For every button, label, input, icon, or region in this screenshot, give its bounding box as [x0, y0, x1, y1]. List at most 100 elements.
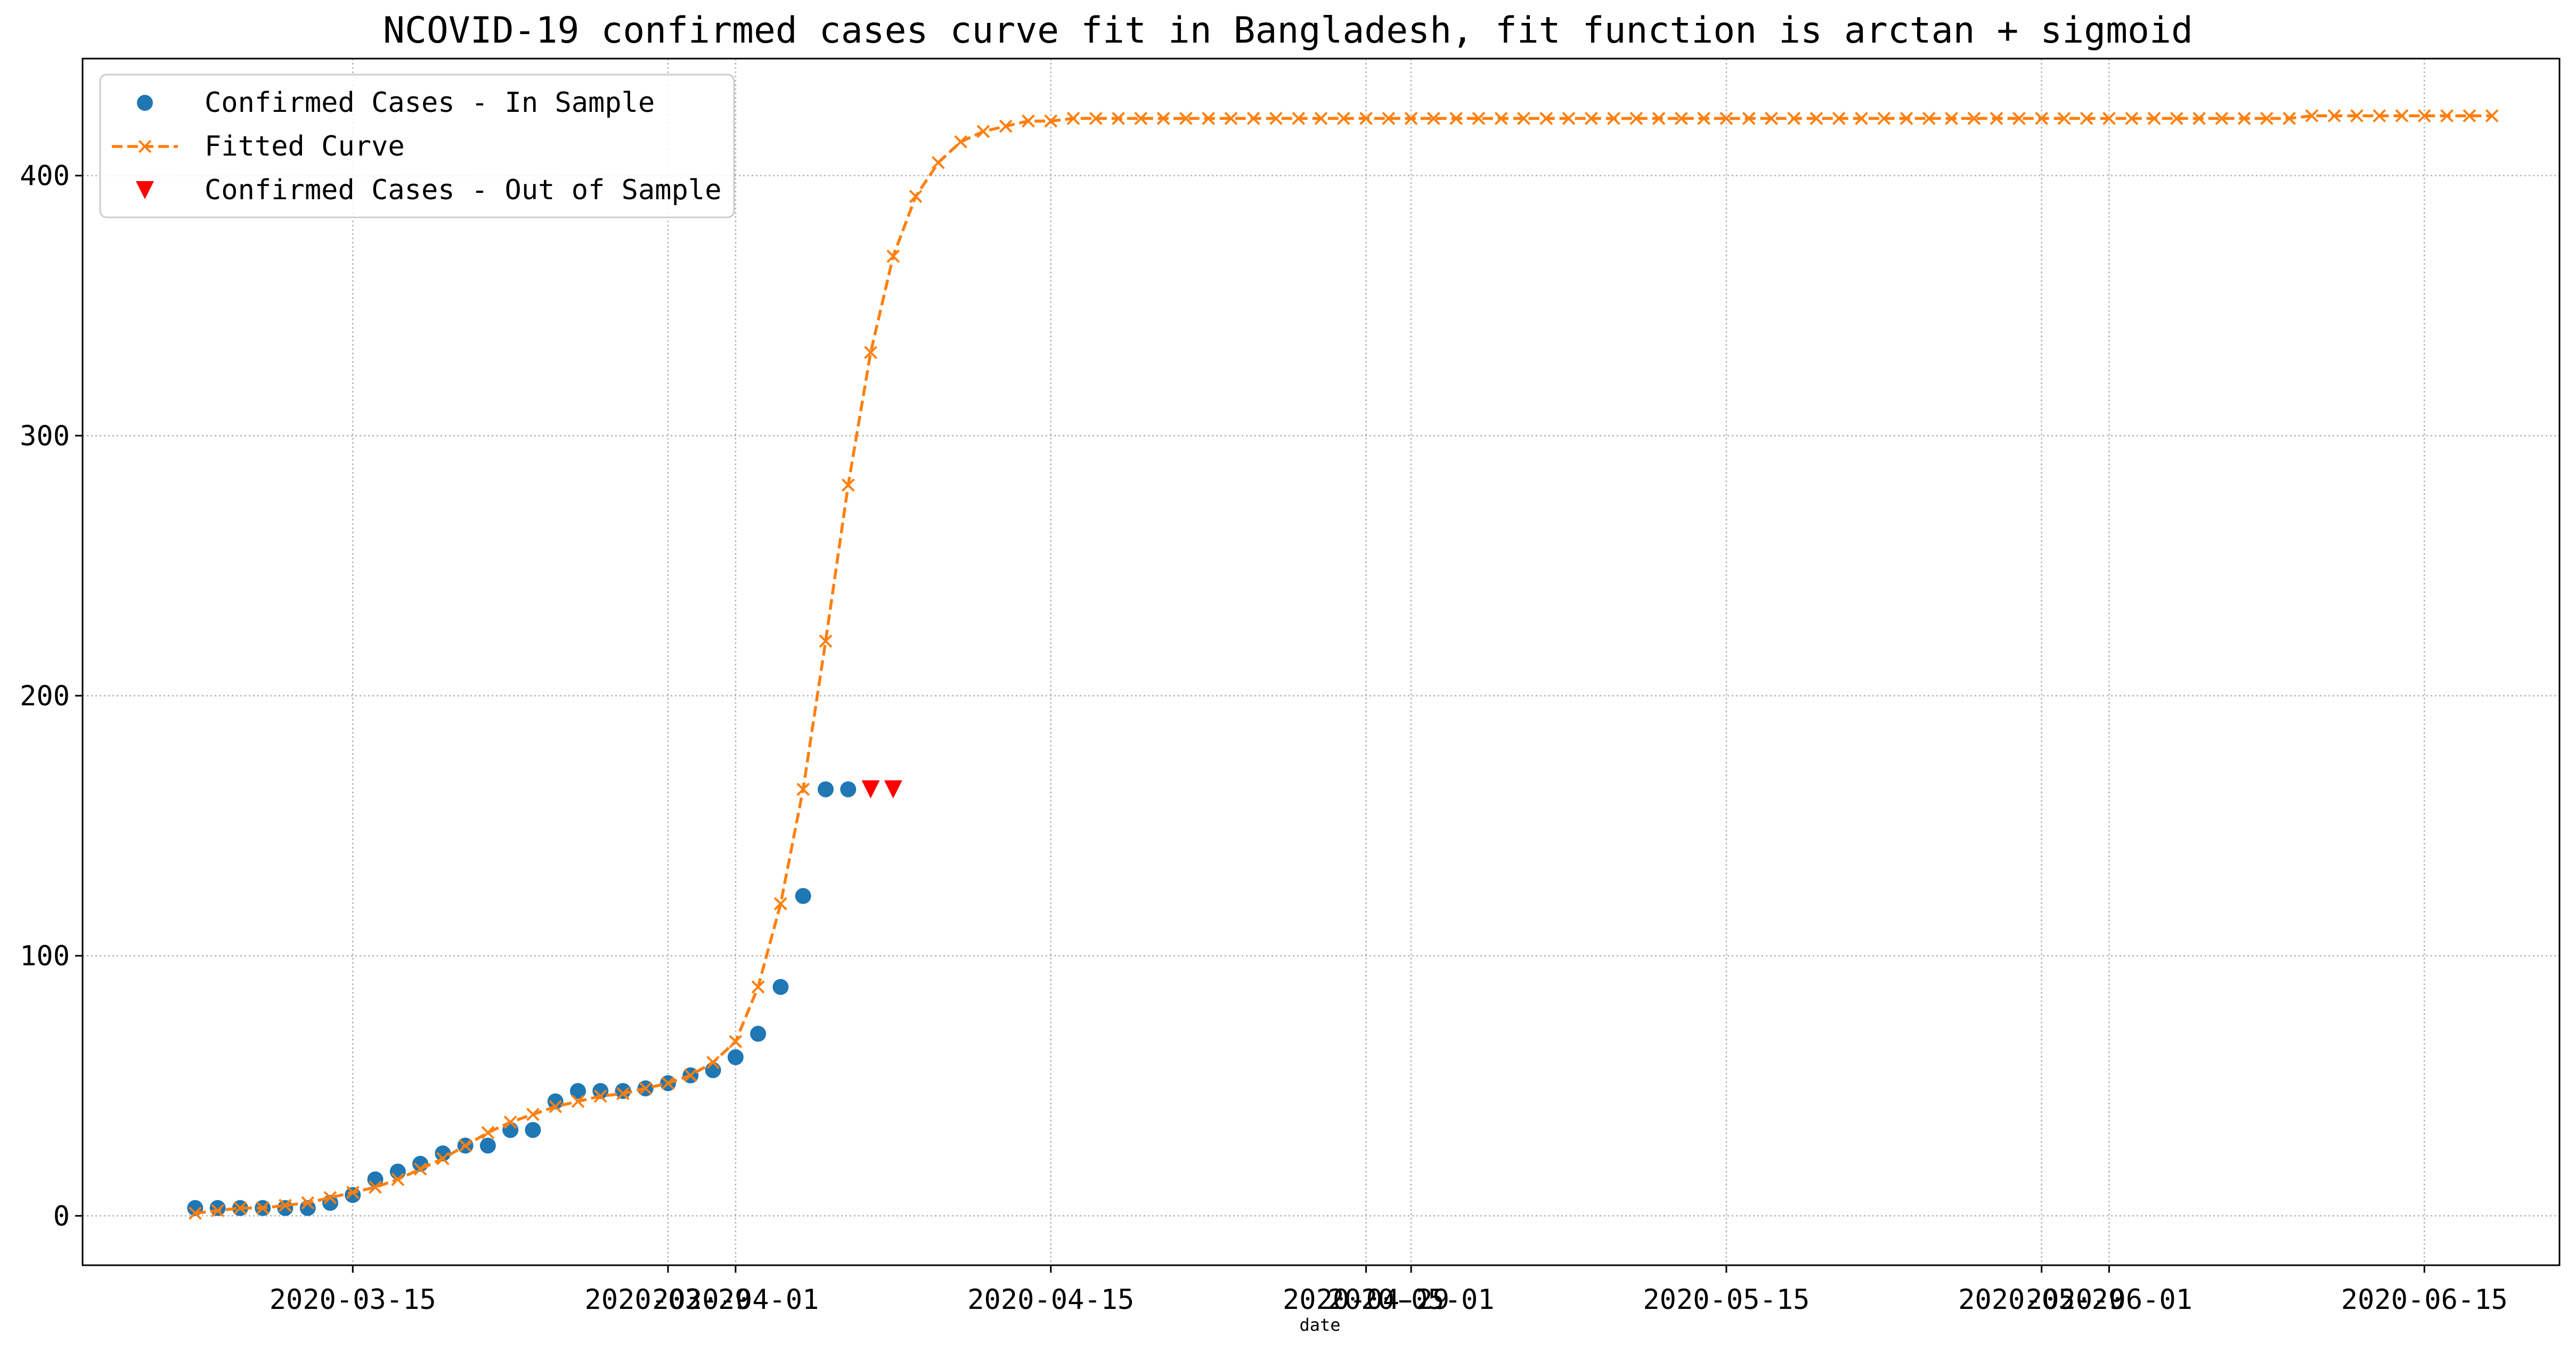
fitted-curve-marker	[1156, 111, 1170, 125]
fitted-curve-marker	[1900, 111, 1913, 125]
fitted-curve-marker	[1044, 114, 1058, 128]
fitted-curve-marker	[593, 1089, 607, 1103]
fitted-curve-marker	[1246, 111, 1260, 125]
fitted-curve-marker	[1990, 111, 2003, 125]
legend-label: Fitted Curve	[205, 131, 405, 162]
fitted-curve-marker	[774, 897, 787, 910]
x-axis-label: date	[1299, 1315, 1340, 1335]
fitted-curve-marker	[1967, 111, 1981, 125]
fitted-curve-marker	[1877, 111, 1891, 125]
in-sample-point	[615, 1083, 631, 1099]
x-tick-label: 2020-05-01	[1328, 1284, 1495, 1316]
fitted-curve-marker	[211, 1204, 225, 1217]
fitted-curve-marker	[1855, 111, 1868, 125]
legend-label: Confirmed Cases - In Sample	[205, 87, 655, 119]
fitted-curve-marker	[2237, 111, 2251, 125]
fitted-curve-marker	[1359, 111, 1373, 125]
fitted-curve-marker	[1562, 111, 1576, 125]
fitted-curve-marker	[2440, 109, 2454, 123]
fitted-curve-marker	[2463, 109, 2476, 123]
fitted-curve-marker	[1089, 111, 1103, 125]
fitted-curve-marker	[2305, 109, 2319, 123]
in-sample-point	[840, 781, 857, 797]
y-axis: 0 100 200 300 400	[20, 160, 83, 1232]
in-sample-point	[547, 1093, 564, 1110]
x-tick-label: 2020-05-29	[1958, 1284, 2125, 1316]
fitted-curve-marker	[1269, 111, 1283, 125]
fitted-curve-marker	[1202, 111, 1216, 125]
y-tick-label: 200	[20, 680, 70, 712]
fitted-curve-marker	[909, 190, 923, 204]
fitted-curve-marker	[2350, 109, 2363, 123]
fitted-curve-marker	[1404, 111, 1418, 125]
fitted-curve-marker	[2125, 111, 2139, 125]
fitted-curve-marker	[1472, 111, 1486, 125]
fitted-curve-marker	[413, 1162, 427, 1176]
fitted-curve-marker	[1697, 111, 1711, 125]
fitted-curve-marker	[1629, 111, 1643, 125]
in-sample-point	[818, 781, 834, 797]
fitted-curve-marker	[2080, 111, 2093, 125]
fitted-curve-marker	[796, 783, 810, 796]
fitted-curve-marker	[2215, 111, 2229, 125]
fitted-curve-marker	[1336, 111, 1350, 125]
chart-title: NCOVID-19 confirmed cases curve fit in B…	[383, 10, 2193, 52]
in-sample-point	[479, 1137, 496, 1154]
fitted-curve-marker	[1607, 111, 1620, 125]
fitted-curve-marker	[346, 1185, 360, 1199]
fitted-curve-marker	[256, 1201, 270, 1215]
fitted-curve-marker	[1022, 114, 1035, 128]
fitted-curve-marker	[2373, 109, 2386, 123]
in-sample-point	[525, 1122, 541, 1138]
out-of-sample-point	[884, 780, 902, 799]
y-tick-label: 300	[20, 420, 70, 452]
fitted-curve-marker	[1517, 111, 1530, 125]
legend-box	[99, 74, 735, 218]
in-sample-point	[277, 1200, 294, 1216]
in-sample-point	[795, 888, 811, 904]
fitted-curve-marker	[1426, 111, 1440, 125]
x-tick-label: 2020-03-15	[270, 1284, 436, 1316]
fitted-curve-marker	[279, 1199, 292, 1212]
fitted-curve-marker	[729, 1035, 743, 1048]
out-of-sample-point	[861, 780, 880, 799]
fitted-curve-marker	[2260, 111, 2273, 125]
fitted-curve-marker	[1719, 111, 1733, 125]
fitted-curve-marker	[459, 1139, 472, 1152]
fitted-curve-marker	[886, 249, 900, 263]
fitted-curve-marker	[481, 1126, 495, 1140]
in-sample-point	[209, 1200, 226, 1216]
fitted-curve-marker	[1539, 111, 1553, 125]
plot-area	[187, 109, 2499, 1220]
fitted-curve-marker	[2282, 111, 2296, 125]
fitted-curve-marker	[706, 1055, 720, 1069]
fitted-curve-marker	[1652, 111, 1666, 125]
legend-swatch-circle	[137, 95, 153, 111]
fitted-curve-marker	[188, 1206, 202, 1220]
y-tick-label: 0	[53, 1200, 70, 1232]
y-tick-label: 400	[20, 160, 70, 192]
fitted-curve-marker	[1742, 111, 1756, 125]
in-sample-point	[389, 1163, 406, 1180]
fitted-curve-marker	[2192, 111, 2206, 125]
fitted-curve-marker	[503, 1116, 517, 1129]
in-sample-point	[750, 1026, 767, 1042]
grid	[83, 59, 2559, 1265]
x-tick-label: 2020-06-15	[2341, 1284, 2508, 1316]
legend-swatch-x	[138, 140, 152, 153]
fitted-curve-marker	[2170, 111, 2183, 125]
fitted-curve-marker	[571, 1095, 585, 1108]
x-tick-label: 2020-05-15	[1643, 1284, 1809, 1316]
fitted-curve-marker	[999, 119, 1013, 133]
x-tick-label: 2020-04-15	[967, 1284, 1134, 1316]
fitted-curve-marker	[391, 1173, 405, 1186]
fitted-curve-marker	[1314, 111, 1328, 125]
fitted-curve-marker	[2485, 109, 2499, 123]
fitted-curve-marker	[1832, 111, 1846, 125]
fitted-curve-marker	[639, 1081, 653, 1095]
in-sample-point	[345, 1187, 361, 1203]
in-sample-point	[435, 1145, 451, 1162]
fitted-curve-marker	[1224, 111, 1238, 125]
x-tick-label: 2020-06-01	[2026, 1284, 2192, 1316]
